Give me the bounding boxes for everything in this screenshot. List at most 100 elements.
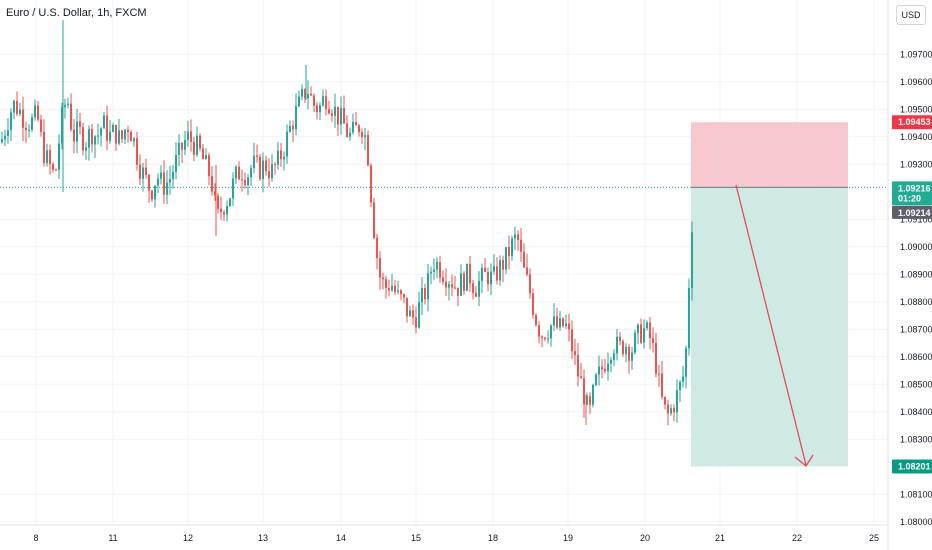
time-axis[interactable]: 8 11 12 13 14 15 18 19 20 21 22 25 bbox=[33, 533, 879, 543]
candle-body bbox=[334, 106, 336, 116]
candle-body bbox=[331, 113, 333, 116]
candle-body bbox=[70, 103, 72, 130]
candle-body bbox=[601, 366, 603, 369]
candle-body bbox=[511, 238, 513, 256]
candle-body bbox=[319, 105, 321, 113]
candle-body bbox=[544, 337, 546, 340]
candle-body bbox=[106, 115, 108, 141]
candle-body bbox=[376, 238, 378, 259]
projection-arrow[interactable] bbox=[735, 184, 814, 467]
candle-body bbox=[154, 185, 156, 200]
candle-body bbox=[1, 139, 3, 143]
candle-body bbox=[274, 163, 276, 165]
candle-body bbox=[34, 105, 36, 118]
candle-body bbox=[4, 135, 6, 140]
candle-body bbox=[472, 283, 474, 293]
candle-body bbox=[469, 263, 471, 284]
candle-body bbox=[208, 155, 210, 177]
candle-body bbox=[502, 260, 504, 270]
currency-button[interactable]: USD bbox=[896, 5, 926, 25]
candle-body bbox=[259, 156, 261, 180]
candle-body bbox=[349, 132, 351, 137]
chart-title: Euro / U.S. Dollar, 1h, FXCM bbox=[6, 7, 147, 19]
candle-body bbox=[388, 287, 390, 291]
candle-body bbox=[193, 141, 195, 155]
x-tick-label: 11 bbox=[108, 533, 117, 543]
candle-body bbox=[487, 272, 489, 285]
candle-body bbox=[31, 117, 33, 130]
stop-loss-zone[interactable] bbox=[691, 122, 848, 188]
candle-body bbox=[589, 396, 591, 405]
candle-body bbox=[466, 263, 468, 291]
candle-body bbox=[256, 155, 258, 157]
candle-body bbox=[304, 89, 306, 99]
candle-body bbox=[367, 135, 369, 166]
candle-body bbox=[577, 355, 579, 377]
candle-body bbox=[664, 396, 666, 405]
x-tick-label: 8 bbox=[33, 533, 38, 543]
candle-body bbox=[340, 108, 342, 125]
candle-body bbox=[142, 167, 144, 179]
y-tick-label: 1.09000 bbox=[900, 242, 932, 252]
candle-body bbox=[559, 318, 561, 328]
x-tick-label: 14 bbox=[336, 533, 346, 543]
candle-body bbox=[427, 273, 429, 300]
candle-body bbox=[418, 302, 420, 328]
countdown-label: 01:20 bbox=[898, 193, 921, 203]
y-tick-label: 1.08400 bbox=[900, 407, 932, 417]
candle-body bbox=[127, 129, 129, 132]
candle-body bbox=[229, 198, 231, 207]
candle-body bbox=[88, 129, 90, 148]
candle-body bbox=[397, 290, 399, 292]
candle-body bbox=[37, 105, 39, 120]
price-axis[interactable]: 1.09700 1.09600 1.09500 1.09400 1.09300 1.091… bbox=[900, 49, 932, 527]
candle-body bbox=[553, 316, 555, 326]
take-profit-zone[interactable] bbox=[691, 187, 848, 467]
candles bbox=[1, 20, 693, 426]
candle-body bbox=[421, 287, 423, 303]
x-tick-label: 22 bbox=[792, 533, 802, 543]
candle-body bbox=[685, 348, 687, 377]
candle-body bbox=[145, 167, 147, 175]
candle-body bbox=[481, 267, 483, 281]
candle-body bbox=[595, 374, 597, 385]
candle-body bbox=[232, 178, 234, 199]
candle-body bbox=[517, 234, 519, 240]
candle-body bbox=[28, 129, 30, 131]
candle-body bbox=[436, 261, 438, 270]
candle-body bbox=[622, 341, 624, 355]
candle-body bbox=[415, 317, 417, 328]
candle-body bbox=[424, 287, 426, 300]
current-price-label: 1.09216 bbox=[898, 183, 931, 193]
candle-body bbox=[58, 143, 60, 171]
candle-body bbox=[442, 277, 444, 282]
candle-body bbox=[355, 121, 357, 126]
candle-body bbox=[139, 164, 141, 179]
y-tick-label: 1.08000 bbox=[900, 517, 932, 527]
candle-body bbox=[592, 384, 594, 405]
candle-body bbox=[265, 160, 267, 172]
candle-body bbox=[520, 239, 522, 252]
candle-body bbox=[271, 163, 273, 179]
candle-body bbox=[220, 208, 222, 213]
y-tick-label: 1.09500 bbox=[900, 104, 932, 114]
candle-body bbox=[55, 169, 57, 171]
candle-body bbox=[166, 182, 168, 195]
candle-body bbox=[196, 135, 198, 155]
candle-body bbox=[307, 93, 309, 99]
candle-body bbox=[571, 329, 573, 352]
candle-body bbox=[100, 128, 102, 136]
candle-body bbox=[181, 142, 183, 150]
y-tick-label: 1.08700 bbox=[900, 324, 932, 334]
candle-body bbox=[250, 168, 252, 178]
candle-body bbox=[7, 130, 9, 136]
candle-body bbox=[637, 324, 639, 333]
y-tick-label: 1.09600 bbox=[900, 77, 932, 87]
candle-body bbox=[187, 131, 189, 140]
candle-body bbox=[661, 373, 663, 397]
candle-body bbox=[523, 251, 525, 268]
candle-body bbox=[439, 261, 441, 278]
candle-body bbox=[532, 293, 534, 316]
candle-body bbox=[262, 160, 264, 180]
